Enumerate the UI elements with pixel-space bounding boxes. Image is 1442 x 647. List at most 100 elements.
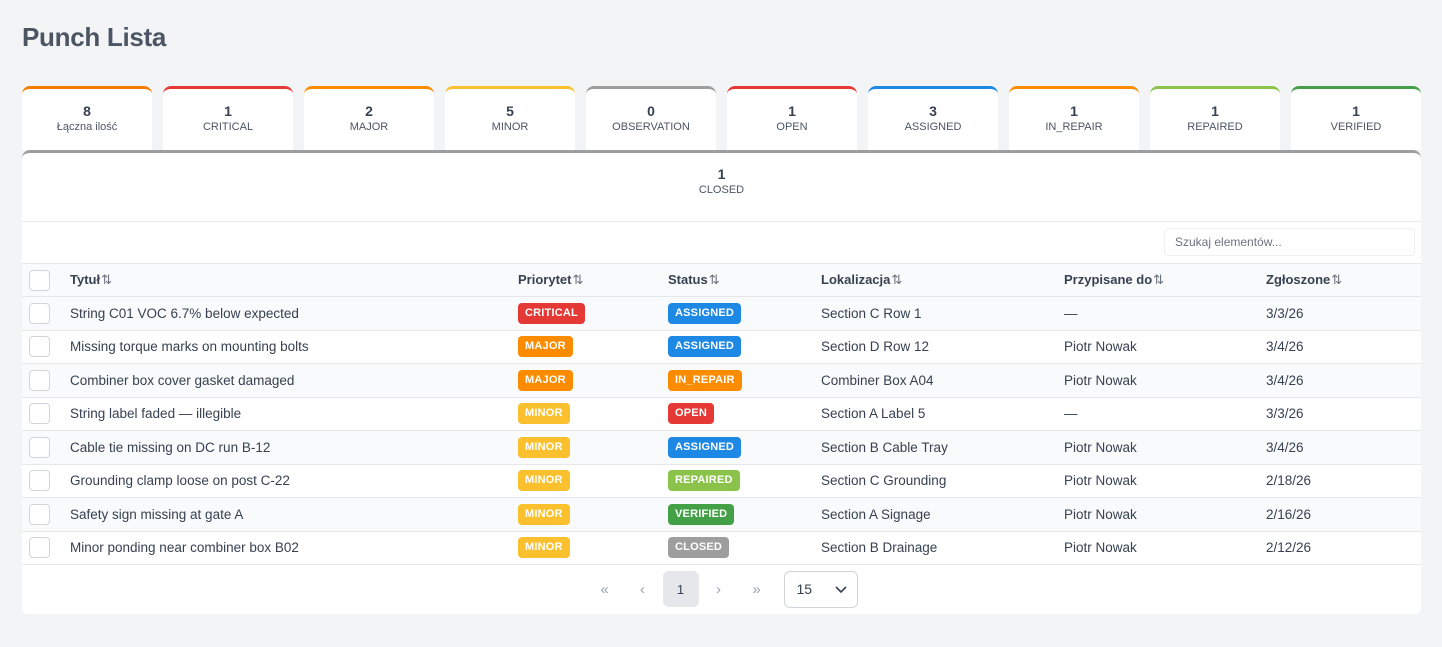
cell-reported: 2/16/26 <box>1266 497 1421 532</box>
next-page-icon[interactable]: › <box>716 580 721 598</box>
sort-icon[interactable]: ⇅ <box>1153 272 1165 287</box>
chevron-down-icon <box>834 581 847 597</box>
select-all-checkbox[interactable] <box>29 269 50 291</box>
priority-badge: MINOR <box>518 403 570 425</box>
table-row[interactable]: Safety sign missing at gate A MINOR VERIFI… <box>22 497 1421 532</box>
cell-location: Section A Signage <box>821 497 1064 532</box>
row-checkbox[interactable] <box>29 369 50 391</box>
cell-assigned: Piotr Nowak <box>1064 531 1266 565</box>
punch-table: Tytuł⇅ Priorytet⇅ Status⇅ Lokalizacja⇅ P… <box>22 263 1421 565</box>
cell-title: String label faded — illegible <box>70 397 518 431</box>
row-checkbox[interactable] <box>29 302 50 324</box>
cell-reported: 2/12/26 <box>1266 531 1421 565</box>
table-body: String C01 VOC 6.7% below expected CRITIC… <box>22 296 1421 565</box>
stat-label: Łączna ilość <box>56 121 118 133</box>
cell-status: ASSIGNED <box>668 330 821 364</box>
col-header-reported[interactable]: Zgłoszone⇅ <box>1266 263 1421 297</box>
row-select-cell <box>22 397 70 431</box>
priority-badge: MAJOR <box>518 369 573 391</box>
row-select-cell <box>22 531 70 565</box>
stat-label: CLOSED <box>698 184 745 196</box>
page-size-select[interactable]: 15 <box>783 570 858 608</box>
cell-location: Section B Drainage <box>821 531 1064 565</box>
stat-card: 1 OPEN <box>727 86 857 150</box>
stat-card: 5 MINOR <box>445 86 575 150</box>
col-header-title[interactable]: Tytuł⇅ <box>70 263 518 297</box>
cell-title: Minor ponding near combiner box B02 <box>70 531 518 565</box>
cell-priority: MINOR <box>518 497 668 532</box>
row-checkbox[interactable] <box>29 403 50 425</box>
row-checkbox[interactable] <box>29 470 50 492</box>
table-row[interactable]: Minor ponding near combiner box B02 MINOR… <box>22 531 1421 565</box>
stat-label: CRITICAL <box>202 121 254 133</box>
col-header-priority-label: Priorytet <box>518 272 572 287</box>
cell-title: Grounding clamp loose on post C-22 <box>70 464 518 498</box>
table-header-row: Tytuł⇅ Priorytet⇅ Status⇅ Lokalizacja⇅ P… <box>22 263 1421 297</box>
cell-location: Section C Row 1 <box>821 296 1064 331</box>
stat-value: 5 <box>506 103 514 119</box>
table-row[interactable]: String label faded — illegible MINOR OPEN S… <box>22 397 1421 431</box>
priority-badge: MINOR <box>518 537 570 559</box>
table-row[interactable]: Grounding clamp loose on post C-22 MINOR R… <box>22 464 1421 498</box>
status-badge: VERIFIED <box>668 503 735 525</box>
stat-label: ASSIGNED <box>904 121 962 133</box>
stat-value: 2 <box>365 103 373 119</box>
row-checkbox[interactable] <box>29 336 50 358</box>
row-select-cell <box>22 430 70 465</box>
cell-location: Section D Row 12 <box>821 330 1064 364</box>
sort-icon[interactable]: ⇅ <box>1331 272 1343 287</box>
table-row[interactable]: Cable tie missing on DC run B-12 MINOR ASS… <box>22 430 1421 465</box>
sort-icon[interactable]: ⇅ <box>101 272 112 287</box>
col-header-priority[interactable]: Priorytet⇅ <box>518 263 668 297</box>
cell-priority: MAJOR <box>518 330 668 364</box>
row-checkbox[interactable] <box>29 537 50 559</box>
cell-reported: 3/4/26 <box>1266 430 1421 465</box>
priority-badge: MINOR <box>518 503 570 525</box>
stat-label: MAJOR <box>349 121 389 133</box>
stat-label: OPEN <box>776 121 808 133</box>
stat-card: 1 IN_REPAIR <box>1009 86 1139 150</box>
sort-icon[interactable]: ⇅ <box>572 272 584 287</box>
cell-reported: 3/4/26 <box>1266 363 1421 398</box>
row-select-cell <box>22 330 70 364</box>
cell-status: ASSIGNED <box>668 296 821 331</box>
page-button-current[interactable]: 1 <box>662 571 699 607</box>
sort-icon[interactable]: ⇅ <box>891 272 903 287</box>
status-badge: REPAIRED <box>668 470 740 492</box>
cell-assigned: Piotr Nowak <box>1064 464 1266 498</box>
stat-card: 1 REPAIRED <box>1150 86 1280 150</box>
cell-status: REPAIRED <box>668 464 821 498</box>
row-checkbox[interactable] <box>29 503 50 525</box>
cell-priority: MAJOR <box>518 363 668 398</box>
table-row[interactable]: String C01 VOC 6.7% below expected CRITIC… <box>22 296 1421 331</box>
cell-status: VERIFIED <box>668 497 821 532</box>
stat-label: MINOR <box>491 121 529 133</box>
cell-status: CLOSED <box>668 531 821 565</box>
page-title: Punch Lista <box>22 22 167 52</box>
col-header-reported-label: Zgłoszone <box>1266 272 1331 287</box>
row-checkbox[interactable] <box>29 436 50 458</box>
first-page-icon[interactable]: « <box>600 580 609 598</box>
col-header-assigned-label: Przypisane do <box>1064 272 1153 287</box>
status-badge: ASSIGNED <box>668 302 742 324</box>
col-header-status[interactable]: Status⇅ <box>668 263 821 297</box>
stat-value: 1 <box>224 103 232 119</box>
stat-label: REPAIRED <box>1187 121 1243 133</box>
table-panel: Tytuł⇅ Priorytet⇅ Status⇅ Lokalizacja⇅ P… <box>22 222 1421 614</box>
cell-assigned: — <box>1064 397 1266 431</box>
cell-reported: 3/4/26 <box>1266 330 1421 364</box>
col-header-assigned[interactable]: Przypisane do⇅ <box>1064 263 1266 297</box>
sort-icon[interactable]: ⇅ <box>708 272 720 287</box>
table-row[interactable]: Combiner box cover gasket damaged MAJOR IN… <box>22 363 1421 398</box>
status-badge: OPEN <box>668 403 714 425</box>
table-row[interactable]: Missing torque marks on mounting bolts MA… <box>22 330 1421 364</box>
cell-reported: 3/3/26 <box>1266 397 1421 431</box>
cell-assigned: Piotr Nowak <box>1064 330 1266 364</box>
cell-title: Missing torque marks on mounting bolts <box>70 330 518 364</box>
prev-page-icon[interactable]: ‹ <box>640 580 645 598</box>
stat-card: 1 VERIFIED <box>1291 86 1421 150</box>
stat-value: 1 <box>788 103 796 119</box>
last-page-icon[interactable]: » <box>752 580 761 598</box>
search-input[interactable] <box>1164 228 1415 256</box>
col-header-location[interactable]: Lokalizacja⇅ <box>821 263 1064 297</box>
